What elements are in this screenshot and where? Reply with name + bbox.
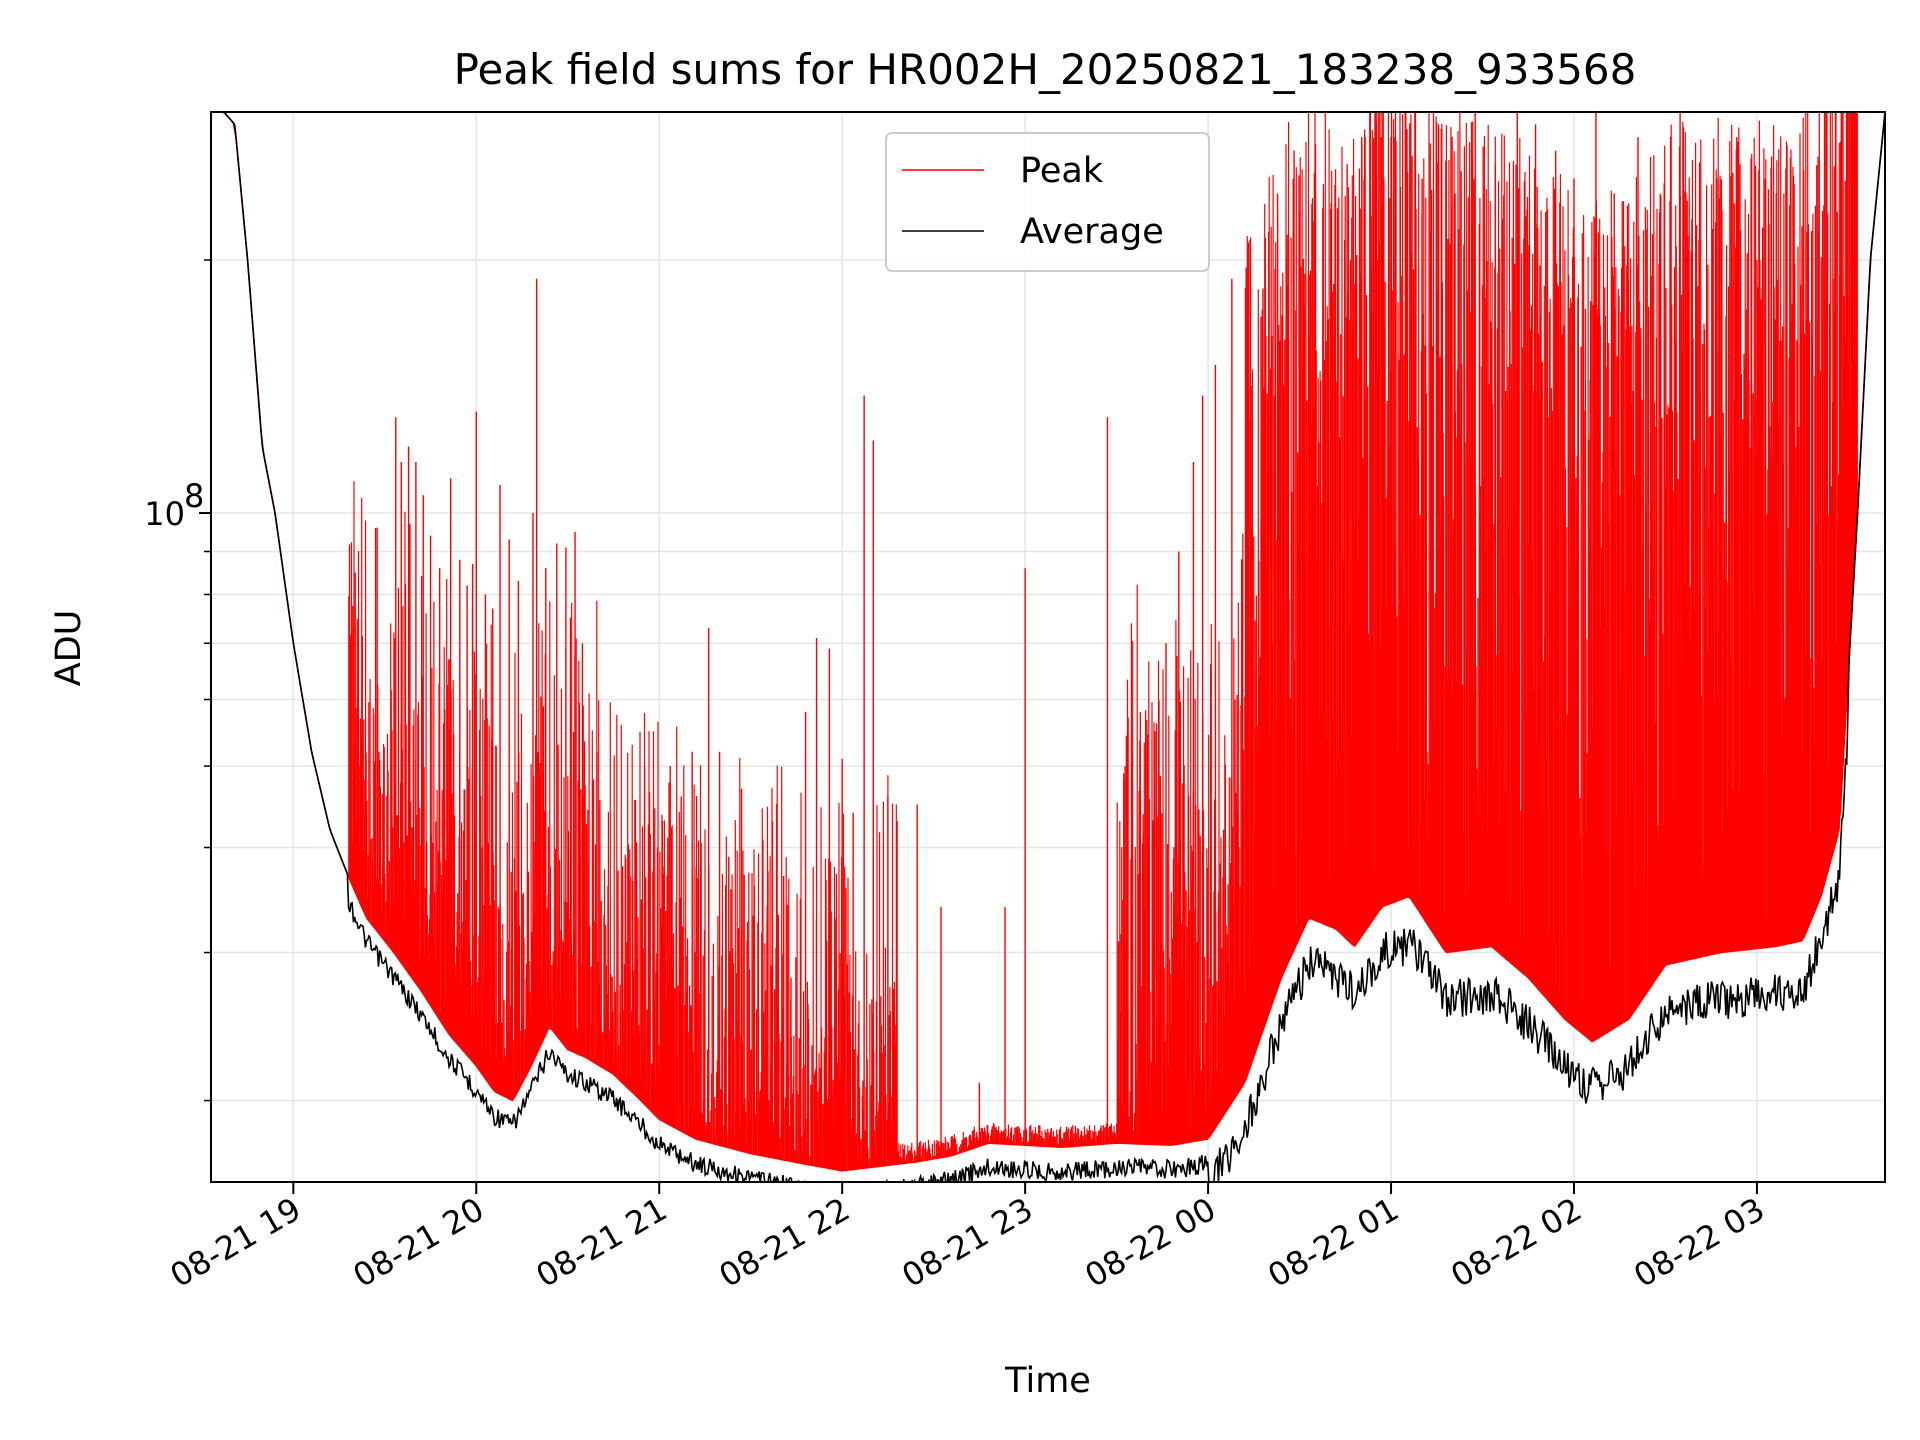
legend-peak-label: Peak xyxy=(1020,151,1104,191)
plot-frame xyxy=(210,111,1886,1183)
series-group xyxy=(211,112,1885,1182)
y-axis: 10 8 xyxy=(144,259,211,1102)
y-tick-label-exponent: 8 xyxy=(184,477,204,515)
peak-series-line xyxy=(211,112,1885,1172)
legend-average-label: Average xyxy=(1020,212,1164,252)
y-axis-label: ADU xyxy=(49,610,89,687)
chart-title: Peak field sums for HR002H_20250821_1832… xyxy=(454,45,1637,94)
y-tick-label: 10 xyxy=(144,495,185,533)
average-series-line xyxy=(211,112,1885,1182)
x-axis-label: Time xyxy=(1004,1361,1091,1401)
legend: Peak Average xyxy=(885,132,1210,272)
legend-box xyxy=(885,132,1210,272)
